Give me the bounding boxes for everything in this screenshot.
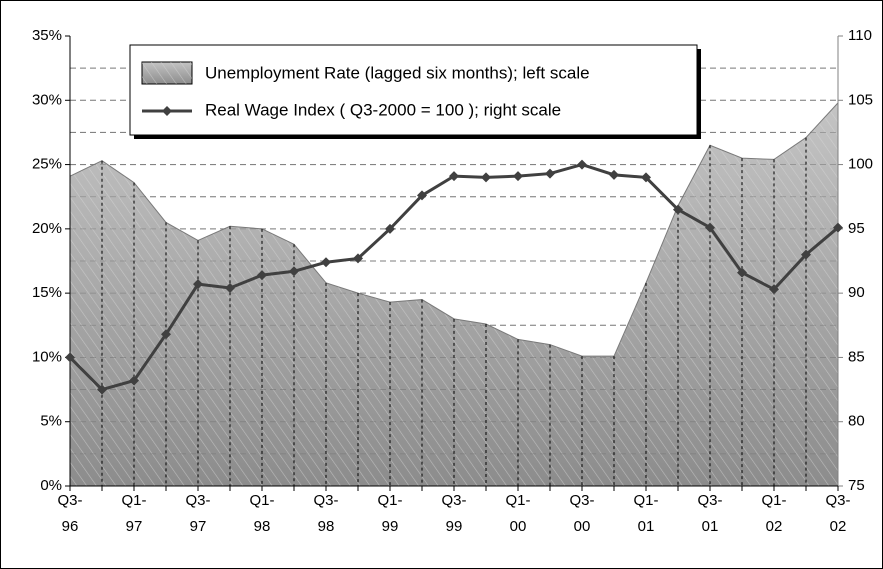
y2-tick-label: 75 bbox=[848, 477, 865, 494]
marker bbox=[513, 171, 523, 182]
y-tick-label: 35% bbox=[32, 27, 62, 44]
marker bbox=[161, 329, 171, 340]
y2-tick-label: 95 bbox=[848, 220, 865, 237]
x-tick-label: Q1-00 bbox=[505, 492, 531, 535]
y2-tick-label: 100 bbox=[848, 156, 873, 173]
marker bbox=[801, 249, 811, 260]
marker bbox=[737, 267, 747, 278]
area-hatch bbox=[70, 102, 838, 486]
y2-tick-label: 85 bbox=[848, 348, 865, 365]
marker bbox=[65, 352, 75, 363]
marker bbox=[609, 169, 619, 180]
y-tick-label: 5% bbox=[40, 413, 62, 430]
x-tick-label: Q3-01 bbox=[697, 492, 723, 535]
x-tick-label: Q1-97 bbox=[121, 492, 147, 535]
y-tick-label: 10% bbox=[32, 348, 62, 365]
legend-swatch-hatch bbox=[142, 62, 192, 84]
marker bbox=[353, 253, 363, 264]
marker bbox=[193, 279, 203, 290]
marker bbox=[833, 222, 843, 233]
y2-tick-label: 110 bbox=[848, 27, 872, 44]
x-tick-label: Q1-99 bbox=[377, 492, 403, 535]
x-tick-label: Q1-98 bbox=[249, 492, 275, 535]
y-tick-label: 20% bbox=[32, 220, 62, 237]
marker bbox=[577, 159, 587, 170]
legend-label: Real Wage Index ( Q3-2000 = 100 ); right… bbox=[205, 100, 561, 119]
marker bbox=[641, 172, 651, 183]
x-tick-label: Q3-98 bbox=[313, 492, 339, 535]
marker bbox=[481, 172, 491, 183]
x-tick-label: Q3-97 bbox=[185, 492, 211, 535]
x-tick-label: Q3-00 bbox=[569, 492, 595, 535]
x-tick-label: Q1-01 bbox=[633, 492, 659, 535]
legend-marker bbox=[162, 106, 172, 116]
legend-label: Unemployment Rate (lagged six months); l… bbox=[205, 63, 590, 82]
x-tick-label: Q3-99 bbox=[441, 492, 467, 535]
y-tick-label: 0% bbox=[40, 477, 62, 494]
marker bbox=[769, 284, 779, 295]
marker bbox=[385, 223, 395, 234]
marker bbox=[545, 168, 555, 179]
y-tick-label: 15% bbox=[32, 284, 62, 301]
y2-tick-label: 90 bbox=[848, 284, 865, 301]
x-tick-label: Q3-02 bbox=[825, 492, 851, 535]
marker bbox=[257, 270, 267, 281]
marker bbox=[97, 384, 107, 395]
marker bbox=[449, 171, 459, 182]
marker bbox=[321, 257, 331, 268]
marker bbox=[225, 283, 235, 293]
y2-tick-label: 105 bbox=[848, 91, 873, 108]
marker bbox=[417, 190, 427, 201]
marker bbox=[705, 222, 715, 233]
x-tick-label: Q3-96 bbox=[57, 492, 83, 535]
marker bbox=[129, 375, 139, 386]
marker bbox=[289, 266, 299, 277]
legend bbox=[129, 44, 698, 136]
y-tick-label: 25% bbox=[32, 156, 62, 173]
y2-tick-label: 80 bbox=[848, 413, 865, 430]
x-tick-label: Q1-02 bbox=[761, 492, 787, 535]
y-tick-label: 30% bbox=[32, 91, 62, 108]
marker bbox=[673, 204, 683, 215]
